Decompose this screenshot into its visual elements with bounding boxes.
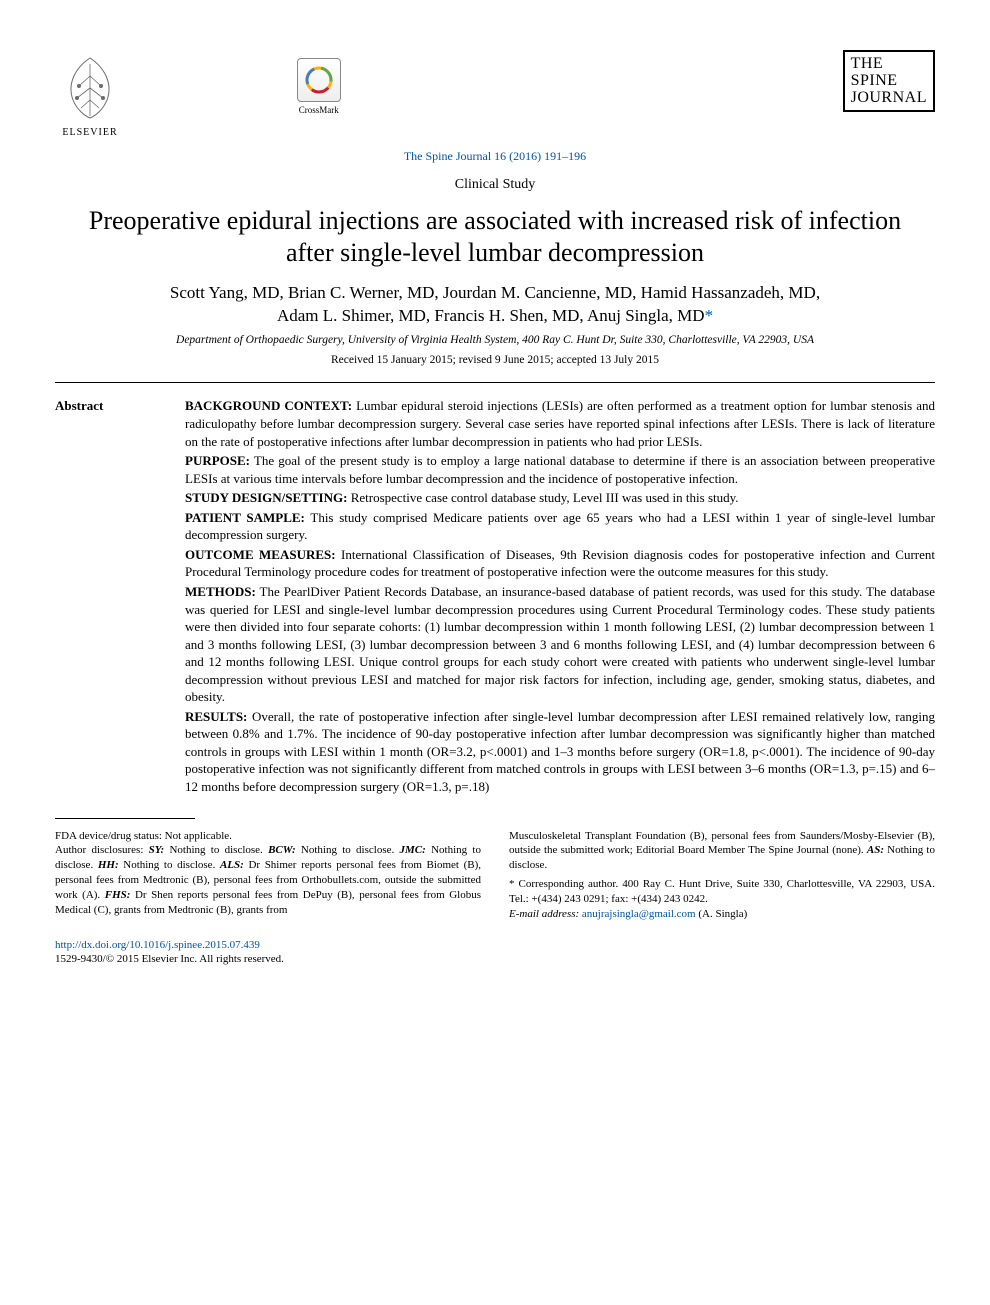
- abs-purpose-head: PURPOSE:: [185, 453, 250, 468]
- header-logos: ELSEVIER CrossMark THE SPINE JOURNAL: [55, 50, 935, 140]
- abs-outcome-head: OUTCOME MEASURES:: [185, 547, 336, 562]
- journal-reference[interactable]: The Spine Journal 16 (2016) 191–196: [55, 148, 935, 164]
- abstract-label: Abstract: [55, 397, 185, 797]
- footer-columns: FDA device/drug status: Not applicable. …: [55, 829, 935, 922]
- footer-col-right: Musculoskeletal Transplant Foundation (B…: [509, 829, 935, 922]
- abs-results-head: RESULTS:: [185, 709, 247, 724]
- email-line: E-mail address: anujrajsingla@gmail.com …: [509, 907, 935, 922]
- authors-line-1: Scott Yang, MD, Brian C. Werner, MD, Jou…: [170, 283, 820, 302]
- abs-background-head: BACKGROUND CONTEXT:: [185, 398, 352, 413]
- corresponding-author-link[interactable]: *: [705, 306, 714, 325]
- crossmark-icon: [304, 65, 334, 95]
- abstract-body: BACKGROUND CONTEXT: Lumbar epidural ster…: [185, 397, 935, 797]
- article-dates: Received 15 January 2015; revised 9 June…: [55, 353, 935, 369]
- abs-design-head: STUDY DESIGN/SETTING:: [185, 490, 347, 505]
- journal-line-2: SPINE: [851, 73, 927, 90]
- email-label: E-mail address:: [509, 908, 579, 920]
- abs-methods-text: The PearlDiver Patient Records Database,…: [185, 584, 935, 704]
- discl-als: ALS:: [220, 859, 244, 871]
- authors: Scott Yang, MD, Brian C. Werner, MD, Jou…: [85, 282, 905, 328]
- doi-link[interactable]: http://dx.doi.org/10.1016/j.spinee.2015.…: [55, 939, 260, 951]
- discl-bcw: BCW:: [268, 844, 296, 856]
- abs-methods-head: METHODS:: [185, 584, 256, 599]
- issn-copyright: 1529-9430/© 2015 Elsevier Inc. All right…: [55, 953, 284, 965]
- rule-top: [55, 382, 935, 383]
- article-type: Clinical Study: [55, 176, 935, 195]
- journal-logo: THE SPINE JOURNAL: [843, 50, 935, 112]
- discl-jmc: JMC:: [400, 844, 426, 856]
- abs-purpose-text: The goal of the present study is to empl…: [185, 453, 935, 486]
- abs-design-text: Retrospective case control database stud…: [347, 490, 738, 505]
- fda-status: FDA device/drug status: Not applicable.: [55, 829, 481, 844]
- corresponding-email[interactable]: anujrajsingla@gmail.com: [582, 908, 696, 920]
- crossmark-badge[interactable]: CrossMark: [297, 58, 341, 116]
- discl-fhs: FHS:: [105, 889, 131, 901]
- elsevier-tree-icon: [55, 50, 125, 124]
- doi-block: http://dx.doi.org/10.1016/j.spinee.2015.…: [55, 938, 935, 968]
- discl-sy-t: Nothing to disclose.: [164, 844, 268, 856]
- authors-line-2: Adam L. Shimer, MD, Francis H. Shen, MD,…: [277, 306, 705, 325]
- article-title: Preoperative epidural injections are ass…: [75, 205, 915, 270]
- journal-line-3: JOURNAL: [851, 90, 927, 107]
- footer-col-left: FDA device/drug status: Not applicable. …: [55, 829, 481, 922]
- corresponding-author-info: * Corresponding author. 400 Ray C. Hunt …: [509, 877, 935, 907]
- elsevier-label: ELSEVIER: [62, 126, 117, 140]
- discl-hh-t: Nothing to disclose.: [119, 859, 220, 871]
- abs-results-text: Overall, the rate of postoperative infec…: [185, 709, 935, 794]
- elsevier-logo: ELSEVIER: [55, 50, 125, 140]
- discl-sy: SY:: [149, 844, 165, 856]
- footnote-rule: [55, 818, 195, 819]
- abstract-block: Abstract BACKGROUND CONTEXT: Lumbar epid…: [55, 397, 935, 797]
- abs-sample-head: PATIENT SAMPLE:: [185, 510, 305, 525]
- author-disclosures: Author disclosures: SY: Nothing to discl…: [55, 843, 481, 917]
- discl-hh: HH:: [98, 859, 119, 871]
- discl-as: AS:: [867, 844, 884, 856]
- email-who: (A. Singla): [696, 908, 748, 920]
- crossmark-label: CrossMark: [299, 104, 339, 116]
- disclosures-label: Author disclosures:: [55, 844, 149, 856]
- affiliation: Department of Orthopaedic Surgery, Unive…: [55, 333, 935, 349]
- journal-line-1: THE: [851, 56, 927, 73]
- discl-bcw-t: Nothing to disclose.: [296, 844, 400, 856]
